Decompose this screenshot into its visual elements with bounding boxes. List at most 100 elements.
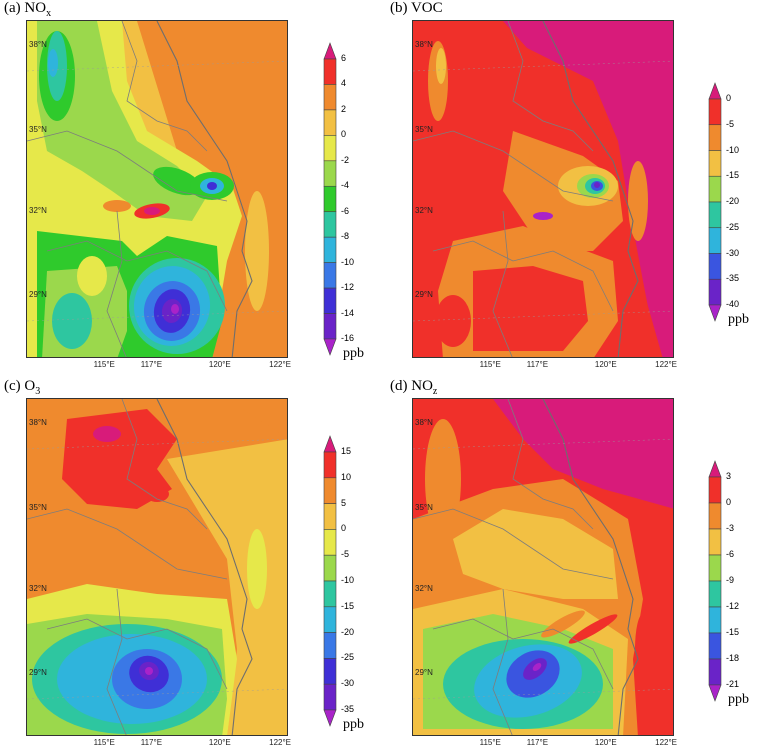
boundary-line	[492, 588, 513, 735]
coastline	[156, 399, 253, 735]
boundary-line	[121, 399, 208, 530]
field-region	[493, 399, 673, 509]
boundary-line	[46, 618, 228, 690]
colorbar-level-label: -4	[341, 180, 350, 191]
boundary-line	[106, 588, 127, 735]
boundary-line	[413, 130, 614, 202]
colorbar-level-label: -16	[341, 333, 355, 343]
colorbar-level-label: -20	[726, 196, 740, 206]
colorbar-swatch	[708, 606, 722, 634]
coastline	[156, 21, 253, 357]
coastline	[542, 399, 639, 735]
y-tick-label: 35°N	[29, 502, 47, 512]
colorbar-swatch	[708, 175, 722, 203]
colorbar-swatch	[323, 477, 337, 504]
y-tick-label: 38°N	[415, 418, 433, 428]
map-field	[26, 20, 288, 358]
colorbar-level-label: 5	[341, 497, 347, 508]
colorbar-swatch	[708, 304, 722, 322]
field-region	[93, 426, 121, 442]
colorbar-swatch	[323, 658, 337, 685]
colorbar-level-label: -35	[341, 704, 355, 714]
y-tick-label: 32°N	[415, 583, 433, 593]
colorbar	[708, 460, 722, 702]
colorbar-level-label: 2	[341, 103, 347, 114]
colorbar-level-label: -6	[341, 205, 350, 216]
boundary-line	[46, 240, 228, 312]
colorbar-swatch	[323, 109, 337, 136]
map-field	[412, 20, 674, 358]
graticule-line	[27, 438, 287, 450]
colorbar-swatch	[708, 658, 722, 686]
colorbar-level-label: -20	[341, 626, 355, 637]
x-tick-label: 115°E	[479, 738, 501, 747]
colorbar-level-label: -12	[341, 282, 355, 293]
x-tick-label: 117°E	[526, 360, 549, 369]
colorbar	[708, 82, 722, 322]
colorbar-swatch	[708, 227, 722, 254]
y-tick-label: 32°N	[415, 205, 433, 215]
field-region	[144, 207, 160, 215]
colorbar-level-label: -35	[726, 273, 740, 284]
boundary-line	[413, 508, 614, 580]
colorbar-swatch	[708, 82, 722, 100]
colorbar-level-label: -10	[726, 144, 740, 155]
field-region	[435, 295, 471, 347]
x-tick-label: 117°E	[140, 738, 163, 747]
field-region	[77, 256, 107, 296]
colorbar-swatch	[323, 435, 337, 453]
map-svg	[413, 21, 673, 357]
field-region	[153, 166, 201, 196]
x-tick-label: 122°E	[655, 360, 678, 369]
colorbar-swatch	[323, 451, 337, 479]
map-svg	[413, 399, 673, 735]
boundary-line	[432, 240, 614, 312]
colorbar-swatch	[708, 528, 722, 556]
field-region	[245, 191, 269, 311]
colorbar-swatch	[323, 580, 337, 608]
colorbar-swatch	[323, 58, 337, 85]
colorbar-level-label: 6	[341, 53, 347, 63]
colorbar-swatch	[708, 278, 722, 306]
field-region	[473, 266, 588, 351]
colorbar-unit: ppb	[343, 346, 364, 361]
y-tick-label: 29°N	[415, 290, 433, 300]
field-region	[493, 21, 673, 357]
colorbar-swatch	[323, 554, 337, 582]
field-region	[62, 409, 177, 509]
x-tick-label: 120°E	[594, 738, 617, 747]
field-region	[103, 200, 131, 212]
graticule-line	[413, 60, 673, 72]
colorbar-level-label: 10	[341, 471, 352, 482]
y-tick-label: 35°N	[415, 124, 433, 134]
colorbar-level-label: -18	[726, 653, 740, 663]
boundary-line	[106, 210, 127, 357]
colorbar-level-label: -21	[726, 679, 740, 689]
field-region	[541, 610, 585, 638]
colorbar-swatch	[708, 98, 722, 126]
panel-title-base: (a) NO	[4, 0, 47, 16]
field-region	[436, 48, 446, 84]
boundary-line	[121, 21, 208, 152]
colorbar-level-label: -2	[341, 154, 350, 165]
colorbar-level-label: -10	[341, 575, 355, 585]
y-tick-label: 32°N	[29, 205, 47, 215]
colorbar-level-label: -6	[726, 549, 735, 559]
colorbar-swatch	[323, 262, 337, 289]
colorbar-level-label: -30	[341, 678, 355, 689]
field-region	[628, 161, 648, 241]
field-region	[171, 304, 179, 314]
colorbar-swatch	[323, 42, 337, 60]
y-tick-label: 32°N	[29, 583, 47, 593]
x-tick-label: 120°E	[594, 360, 617, 369]
colorbar-swatch	[323, 287, 337, 314]
colorbar-level-label: -40	[726, 299, 740, 309]
boundary-line	[507, 399, 594, 530]
field-region	[145, 667, 153, 675]
colorbar-level-label: -12	[726, 601, 740, 611]
colorbar-level-label: 4	[341, 78, 347, 89]
colorbar-swatch	[323, 503, 337, 530]
colorbar-container	[708, 460, 722, 707]
field-region	[453, 509, 618, 599]
colorbar-swatch	[323, 683, 337, 711]
